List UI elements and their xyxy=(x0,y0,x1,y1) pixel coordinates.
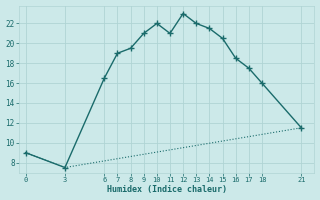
X-axis label: Humidex (Indice chaleur): Humidex (Indice chaleur) xyxy=(107,185,227,194)
